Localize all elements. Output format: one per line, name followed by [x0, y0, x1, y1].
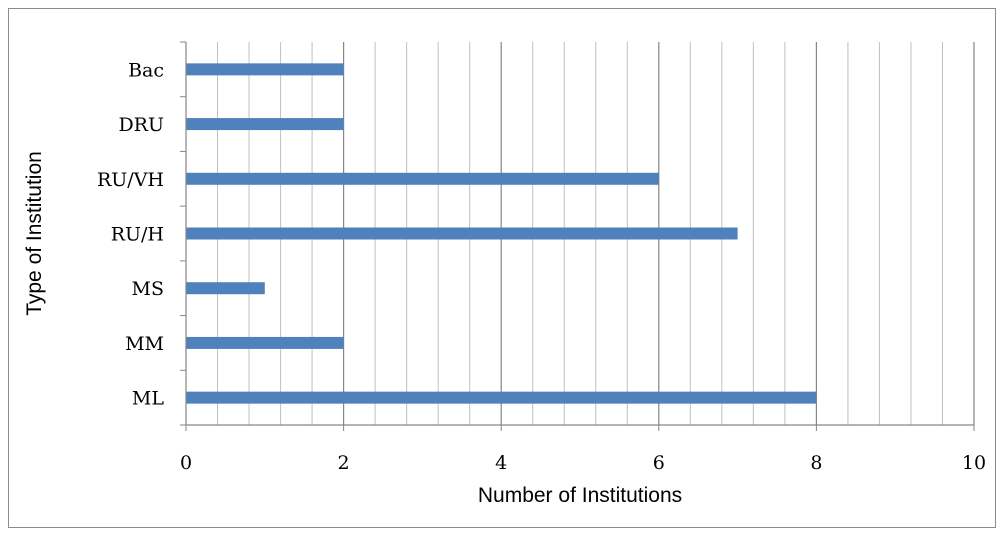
category-label: RU/VH — [97, 169, 164, 191]
category-label: DRU — [118, 114, 164, 136]
bar-ml — [186, 391, 817, 404]
bar-ru-vh — [186, 172, 659, 185]
x-tick-labels: 0 2 4 6 8 10 — [180, 452, 986, 474]
bar-bac — [186, 63, 344, 76]
category-label: MM — [125, 333, 164, 355]
x-tick-label: 8 — [810, 452, 822, 474]
bars — [186, 63, 817, 404]
y-axis-title: Type of Institution — [23, 151, 46, 316]
bar-dru — [186, 118, 344, 131]
category-labels: ML MM MS RU/H RU/VH DRU Bac — [97, 59, 164, 409]
x-tick-label: 10 — [962, 452, 986, 474]
category-label: MS — [132, 278, 164, 300]
bar-ms — [186, 282, 265, 295]
axes — [180, 41, 975, 431]
x-tick-label: 0 — [180, 452, 192, 474]
x-axis-title: Number of Institutions — [478, 484, 682, 507]
chart-frame — [8, 8, 996, 528]
x-tick-label: 2 — [338, 452, 350, 474]
bar-ru-h — [186, 227, 738, 240]
category-label: Bac — [128, 59, 164, 81]
bar-mm — [186, 336, 344, 349]
category-label: ML — [132, 388, 164, 410]
x-tick-label: 4 — [495, 452, 507, 474]
category-label: RU/H — [111, 224, 164, 246]
x-tick-label: 6 — [653, 452, 665, 474]
